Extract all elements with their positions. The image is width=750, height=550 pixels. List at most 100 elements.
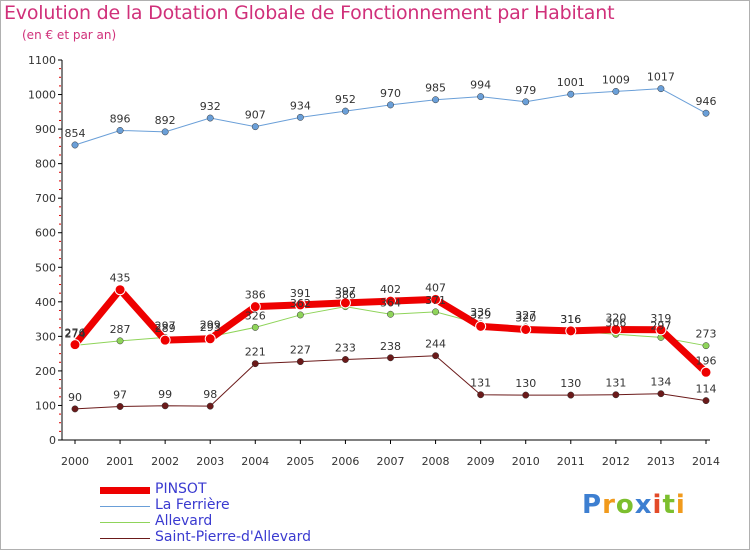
legend-swatch bbox=[100, 521, 150, 523]
logo-letter: i bbox=[652, 490, 663, 520]
data-label: 297 bbox=[650, 319, 671, 332]
data-label: 319 bbox=[650, 312, 671, 325]
data-label: 227 bbox=[290, 344, 311, 357]
data-point bbox=[206, 402, 214, 410]
data-label: 316 bbox=[560, 313, 581, 326]
y-tick-label: 100 bbox=[35, 399, 56, 412]
legend-label: La Ferrière bbox=[155, 497, 230, 513]
x-tick-label: 2013 bbox=[647, 455, 675, 468]
data-point bbox=[116, 337, 124, 345]
data-point bbox=[520, 323, 532, 335]
data-label: 1017 bbox=[647, 71, 675, 84]
data-point bbox=[657, 85, 665, 93]
data-point bbox=[655, 324, 667, 336]
data-label: 293 bbox=[200, 321, 221, 334]
x-tick-label: 2014 bbox=[692, 455, 720, 468]
legend-swatch bbox=[100, 537, 150, 539]
data-point bbox=[251, 360, 259, 368]
proxiti-logo: Proxiti bbox=[582, 490, 686, 520]
data-point bbox=[387, 354, 394, 362]
legend-label: Saint-Pierre-d'Allevard bbox=[155, 529, 311, 545]
legend-label: Allevard bbox=[155, 513, 213, 529]
x-tick-label: 2005 bbox=[286, 455, 314, 468]
data-point bbox=[477, 391, 485, 399]
x-tick-label: 2008 bbox=[422, 455, 450, 468]
y-tick-label: 1000 bbox=[28, 89, 56, 102]
data-point bbox=[341, 107, 349, 115]
data-point bbox=[565, 325, 577, 337]
data-point bbox=[296, 113, 304, 121]
y-tick-label: 500 bbox=[35, 261, 56, 274]
data-label: 402 bbox=[380, 283, 401, 296]
data-point bbox=[161, 402, 169, 410]
logo-letter: i bbox=[675, 490, 686, 520]
data-label: 979 bbox=[515, 84, 536, 97]
data-point bbox=[477, 93, 485, 101]
logo-letter: t bbox=[662, 490, 676, 520]
data-point bbox=[387, 101, 394, 109]
data-point bbox=[204, 333, 216, 345]
x-tick-label: 2009 bbox=[467, 455, 495, 468]
data-point bbox=[430, 293, 442, 305]
data-point bbox=[71, 405, 79, 413]
data-point bbox=[657, 390, 665, 398]
data-label: 932 bbox=[200, 100, 221, 113]
data-label: 134 bbox=[650, 376, 671, 389]
data-label: 299 bbox=[200, 319, 221, 332]
y-tick-label: 200 bbox=[35, 365, 56, 378]
data-label: 397 bbox=[335, 285, 356, 298]
x-tick-label: 2000 bbox=[61, 455, 89, 468]
data-label: 327 bbox=[515, 309, 536, 322]
data-label: 892 bbox=[155, 114, 176, 127]
data-point bbox=[612, 87, 620, 95]
data-label: 98 bbox=[203, 388, 217, 401]
data-point bbox=[206, 114, 214, 122]
data-point bbox=[341, 356, 349, 363]
data-point bbox=[432, 352, 440, 360]
data-label: 97 bbox=[113, 388, 127, 401]
data-point bbox=[294, 299, 306, 311]
logo-letter: x bbox=[634, 490, 653, 520]
data-point bbox=[610, 323, 622, 335]
data-label: 238 bbox=[380, 340, 401, 353]
chart-title: Evolution de la Dotation Globale de Fonc… bbox=[4, 2, 615, 24]
data-point bbox=[432, 96, 440, 104]
logo-letter: r bbox=[602, 490, 616, 520]
data-label: 99 bbox=[158, 388, 172, 401]
data-label: 130 bbox=[560, 377, 581, 390]
data-label: 196 bbox=[696, 354, 717, 367]
data-label: 306 bbox=[605, 316, 626, 329]
x-tick-label: 2004 bbox=[241, 455, 269, 468]
x-tick-label: 2007 bbox=[377, 455, 405, 468]
data-label: 276 bbox=[65, 327, 86, 340]
data-label: 386 bbox=[245, 289, 266, 302]
y-tick-label: 700 bbox=[35, 192, 56, 205]
data-label: 233 bbox=[335, 342, 356, 355]
chart-subtitle: (en € et par an) bbox=[22, 28, 117, 42]
data-label: 934 bbox=[290, 99, 311, 112]
data-label: 386 bbox=[335, 289, 356, 302]
data-point bbox=[567, 391, 575, 399]
legend-swatch bbox=[100, 505, 150, 507]
data-label: 221 bbox=[245, 346, 266, 359]
data-point bbox=[432, 308, 440, 316]
data-point bbox=[339, 297, 351, 309]
data-label: 316 bbox=[560, 313, 581, 326]
data-label: 946 bbox=[696, 95, 717, 108]
data-point bbox=[475, 320, 487, 332]
y-tick-label: 1100 bbox=[28, 54, 56, 67]
data-point bbox=[522, 391, 530, 399]
data-point bbox=[296, 311, 304, 319]
data-label: 1001 bbox=[557, 76, 585, 89]
data-point bbox=[71, 141, 79, 149]
data-label: 896 bbox=[110, 112, 131, 125]
data-point bbox=[116, 127, 124, 134]
data-point bbox=[161, 128, 169, 136]
y-tick-label: 400 bbox=[35, 296, 56, 309]
data-label: 391 bbox=[290, 287, 311, 300]
data-label: 994 bbox=[470, 79, 491, 92]
logo-letter: P bbox=[582, 490, 603, 520]
data-point bbox=[567, 90, 575, 98]
data-point bbox=[700, 366, 712, 378]
